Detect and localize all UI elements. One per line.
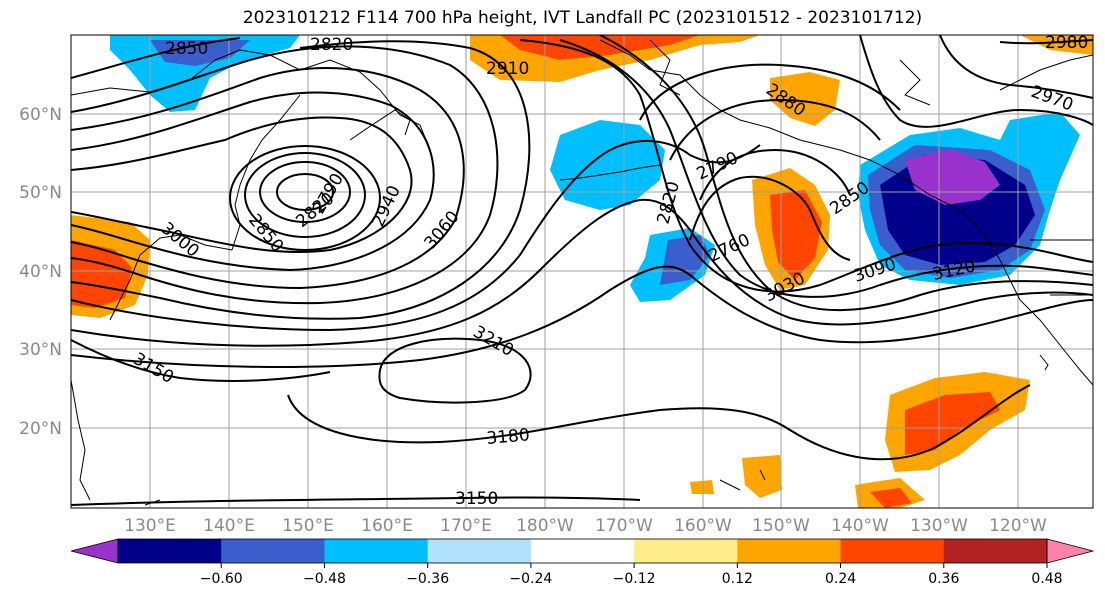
colorbar-tick-label: −0.24 — [509, 571, 552, 587]
colorbar: −0.60 −0.48 −0.36 −0.24 −0.12 0.12 0.24 0.36 0.4… — [70, 538, 1095, 587]
lon-label: 150°W — [752, 516, 810, 536]
lat-label: 20°N — [19, 419, 62, 439]
lat-label: 50°N — [19, 183, 62, 203]
longitude-labels: 130°E 140°E 150°E 160°E 170°E 180°W 170°… — [124, 516, 1047, 536]
colorbar-tick-label: −0.60 — [200, 571, 243, 587]
lon-label: 150°E — [282, 516, 334, 536]
colorbar-cell — [427, 539, 532, 563]
contour-label: 2820 — [310, 35, 353, 55]
lat-label: 60°N — [19, 105, 62, 125]
map-frame — [70, 34, 1094, 509]
colorbar-cell — [840, 539, 945, 563]
lat-label: 30°N — [19, 340, 62, 360]
colorbar-cell — [221, 539, 325, 563]
lon-label: 130°W — [910, 516, 968, 536]
colorbar-cell — [737, 539, 842, 563]
colorbar-tick-label: −0.48 — [303, 571, 346, 587]
lon-label: 130°E — [124, 516, 176, 536]
lat-label: 40°N — [19, 262, 62, 282]
lon-label: 170°W — [595, 516, 653, 536]
lon-label: 120°W — [989, 516, 1047, 536]
map-title: 2023101212 F114 700 hPa height, IVT Land… — [242, 8, 923, 28]
contour-label: 2910 — [486, 59, 529, 79]
colorbar-extend-high — [1046, 538, 1095, 564]
colorbar-cell — [943, 539, 1048, 563]
colorbar-extend-low — [70, 538, 119, 564]
lon-label: 160°W — [674, 516, 732, 536]
colorbar-tick-label: −0.36 — [406, 571, 449, 587]
colorbar-frame — [117, 538, 1048, 564]
contour-label: 2850 — [165, 39, 208, 59]
contour-label: 3180 — [486, 425, 531, 449]
colorbar-cell — [118, 539, 222, 563]
colorbar-tick-label: 0.24 — [825, 571, 856, 587]
contour-label: 2980 — [1045, 33, 1088, 53]
colorbar-cell — [634, 539, 738, 563]
lon-label: 160°E — [361, 516, 413, 536]
map-gridlines — [71, 35, 1093, 508]
contour-label: 3150 — [455, 489, 498, 509]
colorbar-cell — [530, 539, 635, 563]
latitude-labels: 60°N 50°N 40°N 30°N 20°N — [19, 105, 62, 439]
colorbar-cell — [324, 539, 429, 563]
lon-label: 170°E — [440, 516, 492, 536]
lon-label: 180°W — [516, 516, 574, 536]
colorbar-tick-label: 0.12 — [722, 571, 753, 587]
lon-label: 140°W — [831, 516, 889, 536]
lon-label: 140°E — [203, 516, 255, 536]
colorbar-tick-label: 0.36 — [928, 571, 959, 587]
colorbar-tick-label: −0.12 — [613, 571, 656, 587]
colorbar-tick-label: 0.48 — [1031, 571, 1062, 587]
height-contours — [71, 35, 1093, 506]
